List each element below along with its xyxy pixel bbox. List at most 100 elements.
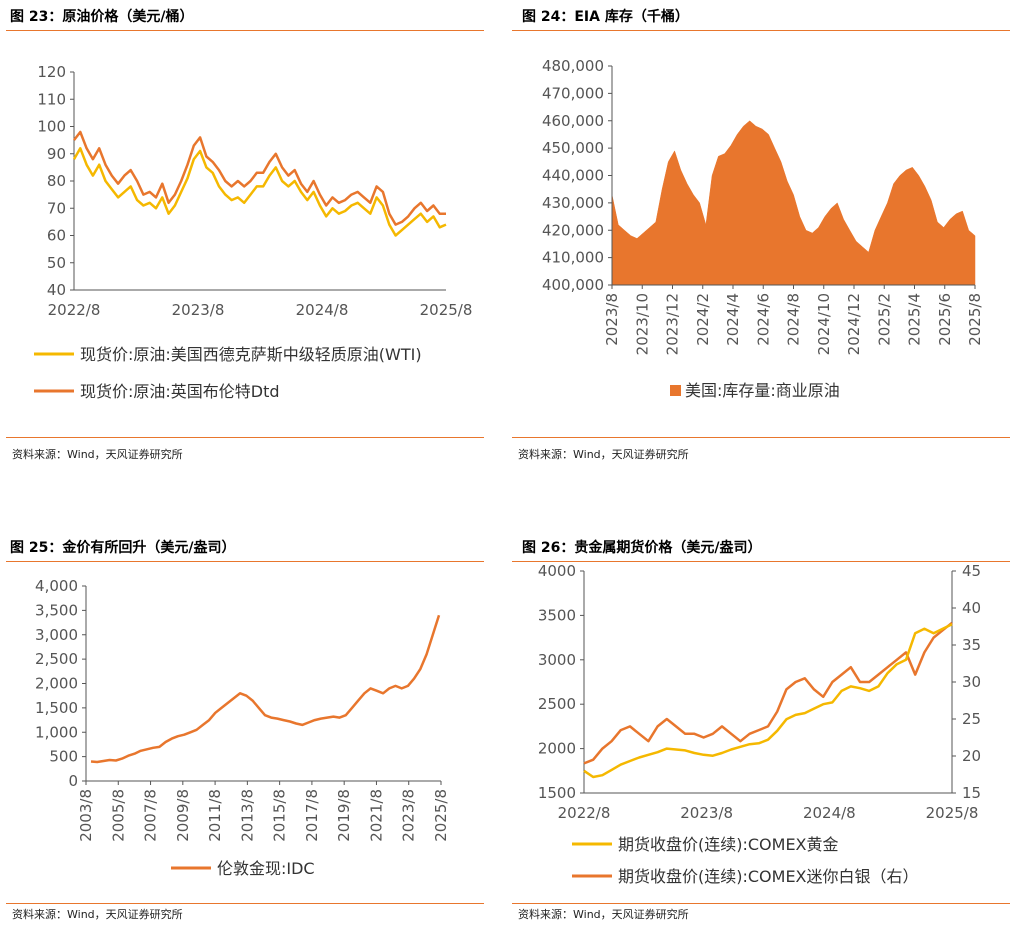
x-tick-label: 2024/8 <box>785 293 803 346</box>
y2-tick-label: 35 <box>962 636 981 654</box>
x-tick-label: 2015/8 <box>271 789 289 842</box>
x-tick-label: 2024/10 <box>815 293 833 355</box>
x-tick-label: 2024/8 <box>296 301 349 319</box>
x-tick-label: 2024/4 <box>724 293 742 346</box>
source-note: 资料来源：Wind，天风证券研究所 <box>518 908 689 921</box>
y-tick-label: 460,000 <box>542 112 604 130</box>
series-line <box>90 614 441 764</box>
y-tick-label: 1,500 <box>35 699 78 717</box>
legend-label: 期货收盘价(连续):COMEX迷你白银（右） <box>618 867 919 886</box>
x-tick-label: 2023/8 <box>603 293 621 346</box>
x-tick-label: 2005/8 <box>109 789 127 842</box>
y-tick-label: 500 <box>49 748 78 766</box>
series-line <box>72 147 447 237</box>
x-tick-label: 2023/8 <box>400 789 418 842</box>
x-tick-label: 2023/12 <box>664 293 682 355</box>
y-tick-label: 40 <box>47 281 66 299</box>
x-tick-label: 2025/2 <box>875 293 893 346</box>
y-tick-label: 420,000 <box>542 221 604 239</box>
panel-gold-price: 图 25：金价有所回升（美元/盎司） 4,000 3,500 3,000 2,500 2… <box>6 533 486 926</box>
y-tick-label: 480,000 <box>542 57 604 75</box>
y-tick-label: 90 <box>47 145 66 163</box>
legend-label: 现货价:原油:美国西德克萨斯中级轻质原油(WTI) <box>80 345 422 364</box>
y2-tick-label: 20 <box>962 747 981 765</box>
x-tick-label: 2024/2 <box>694 293 712 346</box>
x-tick-label: 2022/8 <box>48 301 101 319</box>
x-tick-label: 2017/8 <box>303 789 321 842</box>
chart-crude-oil: 120 110 100 90 80 70 60 50 40 2022/8 2023/8 2024/8 2… <box>34 63 473 401</box>
legend-label: 美国:库存量:商业原油 <box>685 381 840 400</box>
y-tick-label: 4000 <box>538 562 576 580</box>
y-tick-label: 470,000 <box>542 84 604 102</box>
y-tick-label: 120 <box>37 63 66 81</box>
chart-title: 图 25：金价有所回升（美元/盎司） <box>10 540 236 556</box>
y2-tick-label: 15 <box>962 784 981 802</box>
series-line <box>583 621 953 765</box>
y-tick-label: 3000 <box>538 651 576 669</box>
x-tick-label: 2024/12 <box>845 293 863 355</box>
y-tick-label: 440,000 <box>542 167 604 185</box>
chart-precious-metals: 4000 3500 3000 2500 2000 1500 45 40 35 30 25 20 15 20… <box>538 562 981 886</box>
y-tick-label: 410,000 <box>542 249 604 267</box>
y-tick-label: 1,000 <box>35 723 78 741</box>
x-tick-label: 2025/4 <box>906 293 924 346</box>
chart-eia-inventory: 480,000 470,000 460,000 450,000 440,000 430,0… <box>542 57 984 400</box>
x-tick-label: 2025/6 <box>936 293 954 346</box>
y-tick-label: 110 <box>37 90 66 108</box>
y-tick-label: 60 <box>47 227 66 245</box>
y-tick-label: 3,500 <box>35 601 78 619</box>
y-tick-label: 1500 <box>538 784 576 802</box>
y2-tick-label: 25 <box>962 710 981 728</box>
panel-eia-inventory: 图 24：EIA 库存（千桶） 480,000 470,000 460,000 450… <box>512 0 1012 470</box>
panel-crude-oil: 图 23：原油价格（美元/桶） 120 110 100 90 80 70 60 50 40 202… <box>6 0 486 470</box>
legend-label: 现货价:原油:英国布伦特Dtd <box>80 382 280 401</box>
x-tick-label: 2007/8 <box>142 789 160 842</box>
inventory-area <box>611 120 976 286</box>
y-tick-label: 400,000 <box>542 276 604 294</box>
x-tick-label: 2003/8 <box>77 789 95 842</box>
y-tick-label: 2,500 <box>35 650 78 668</box>
chart-gold-price: 4,0003,5003,0002,5002,0001,5001,00050002… <box>35 577 450 878</box>
source-note: 资料来源：Wind，天风证券研究所 <box>12 448 183 461</box>
y-tick-label: 80 <box>47 172 66 190</box>
y-tick-label: 2500 <box>538 695 576 713</box>
x-tick-label: 2024/6 <box>754 293 772 346</box>
legend-label: 期货收盘价(连续):COMEX黄金 <box>618 835 839 854</box>
x-tick-label: 2022/8 <box>558 804 611 822</box>
x-tick-label: 2025/8 <box>926 804 979 822</box>
x-tick-label: 2011/8 <box>206 789 224 842</box>
y-tick-label: 70 <box>47 199 66 217</box>
x-tick-label: 2023/10 <box>633 293 651 355</box>
y-tick-label: 4,000 <box>35 577 78 595</box>
x-tick-label: 2013/8 <box>238 789 256 842</box>
chart-title: 图 24：EIA 库存（千桶） <box>522 9 689 25</box>
y2-tick-label: 45 <box>962 562 981 580</box>
x-tick-label: 2021/8 <box>367 789 385 842</box>
x-tick-label: 2023/8 <box>680 804 733 822</box>
y-tick-label: 2000 <box>538 740 576 758</box>
y-tick-label: 430,000 <box>542 194 604 212</box>
series-line <box>73 130 446 226</box>
x-tick-label: 2025/8 <box>966 293 984 346</box>
legend-swatch <box>670 385 681 396</box>
y2-tick-label: 30 <box>962 673 981 691</box>
y-tick-label: 3500 <box>538 606 576 624</box>
x-tick-label: 2009/8 <box>174 789 192 842</box>
series-line <box>583 623 953 779</box>
y-tick-label: 0 <box>68 772 78 790</box>
x-tick-label: 2025/8 <box>420 301 473 319</box>
source-note: 资料来源：Wind，天风证券研究所 <box>12 908 183 921</box>
y-tick-label: 450,000 <box>542 139 604 157</box>
y-tick-label: 3,000 <box>35 626 78 644</box>
panel-precious-metals: 图 26：贵金属期货价格（美元/盎司） 4000 3500 3000 2500 2000… <box>512 533 1012 926</box>
x-tick-label: 2023/8 <box>172 301 225 319</box>
x-tick-label: 2025/8 <box>432 789 450 842</box>
y2-tick-label: 40 <box>962 599 981 617</box>
source-note: 资料来源：Wind，天风证券研究所 <box>518 448 689 461</box>
y-tick-label: 2,000 <box>35 675 78 693</box>
y-tick-label: 100 <box>37 118 66 136</box>
chart-title: 图 26：贵金属期货价格（美元/盎司） <box>522 540 762 556</box>
chart-title: 图 23：原油价格（美元/桶） <box>10 9 194 25</box>
x-tick-label: 2019/8 <box>335 789 353 842</box>
legend-label: 伦敦金现:IDC <box>217 859 315 878</box>
